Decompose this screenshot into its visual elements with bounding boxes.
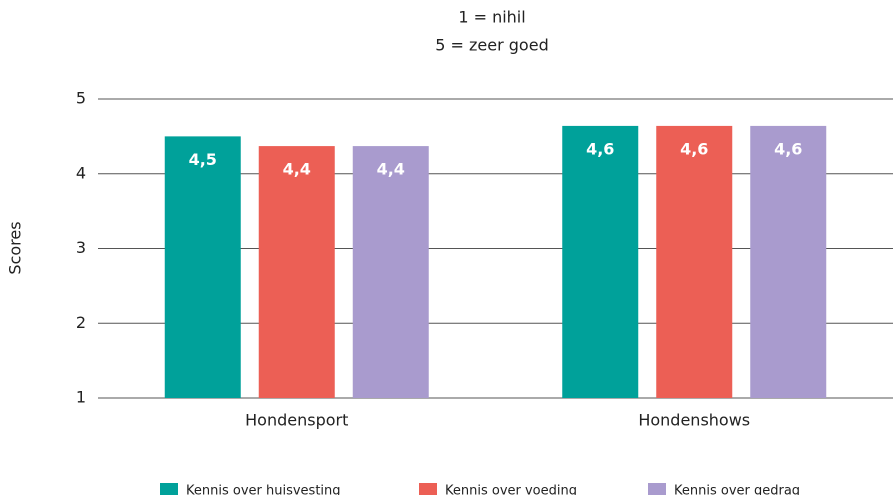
chart-title: 1 = nihil	[458, 8, 525, 27]
chart-subtitle: 5 = zeer goed	[435, 36, 548, 55]
bar	[352, 146, 429, 398]
legend-swatch	[419, 483, 437, 495]
x-tick-label: Hondenshows	[638, 411, 750, 430]
bar	[562, 125, 639, 398]
value-label: 4,5	[189, 150, 217, 169]
legend-label: Kennis over huisvesting	[186, 484, 341, 495]
y-tick-label: 4	[76, 163, 86, 182]
y-tick-label: 5	[76, 89, 86, 108]
value-label: 4,6	[680, 139, 708, 158]
x-tick-label: Hondensport	[245, 411, 348, 430]
value-label: 4,4	[283, 160, 311, 179]
y-tick-label: 3	[76, 238, 86, 257]
legend-label: Kennis over voeding	[445, 484, 577, 495]
legend-swatch	[648, 483, 666, 495]
y-axis-label: Scores	[6, 221, 25, 274]
bar	[258, 146, 335, 398]
value-label: 4,6	[586, 139, 614, 158]
bar	[164, 136, 241, 398]
bar	[750, 125, 827, 398]
y-tick-label: 1	[76, 388, 86, 407]
value-label: 4,4	[377, 160, 405, 179]
legend-label: Kennis over gedrag	[674, 484, 800, 495]
bar	[656, 125, 733, 398]
y-tick-label: 2	[76, 313, 86, 332]
legend-swatch	[160, 483, 178, 495]
value-label: 4,6	[774, 139, 802, 158]
